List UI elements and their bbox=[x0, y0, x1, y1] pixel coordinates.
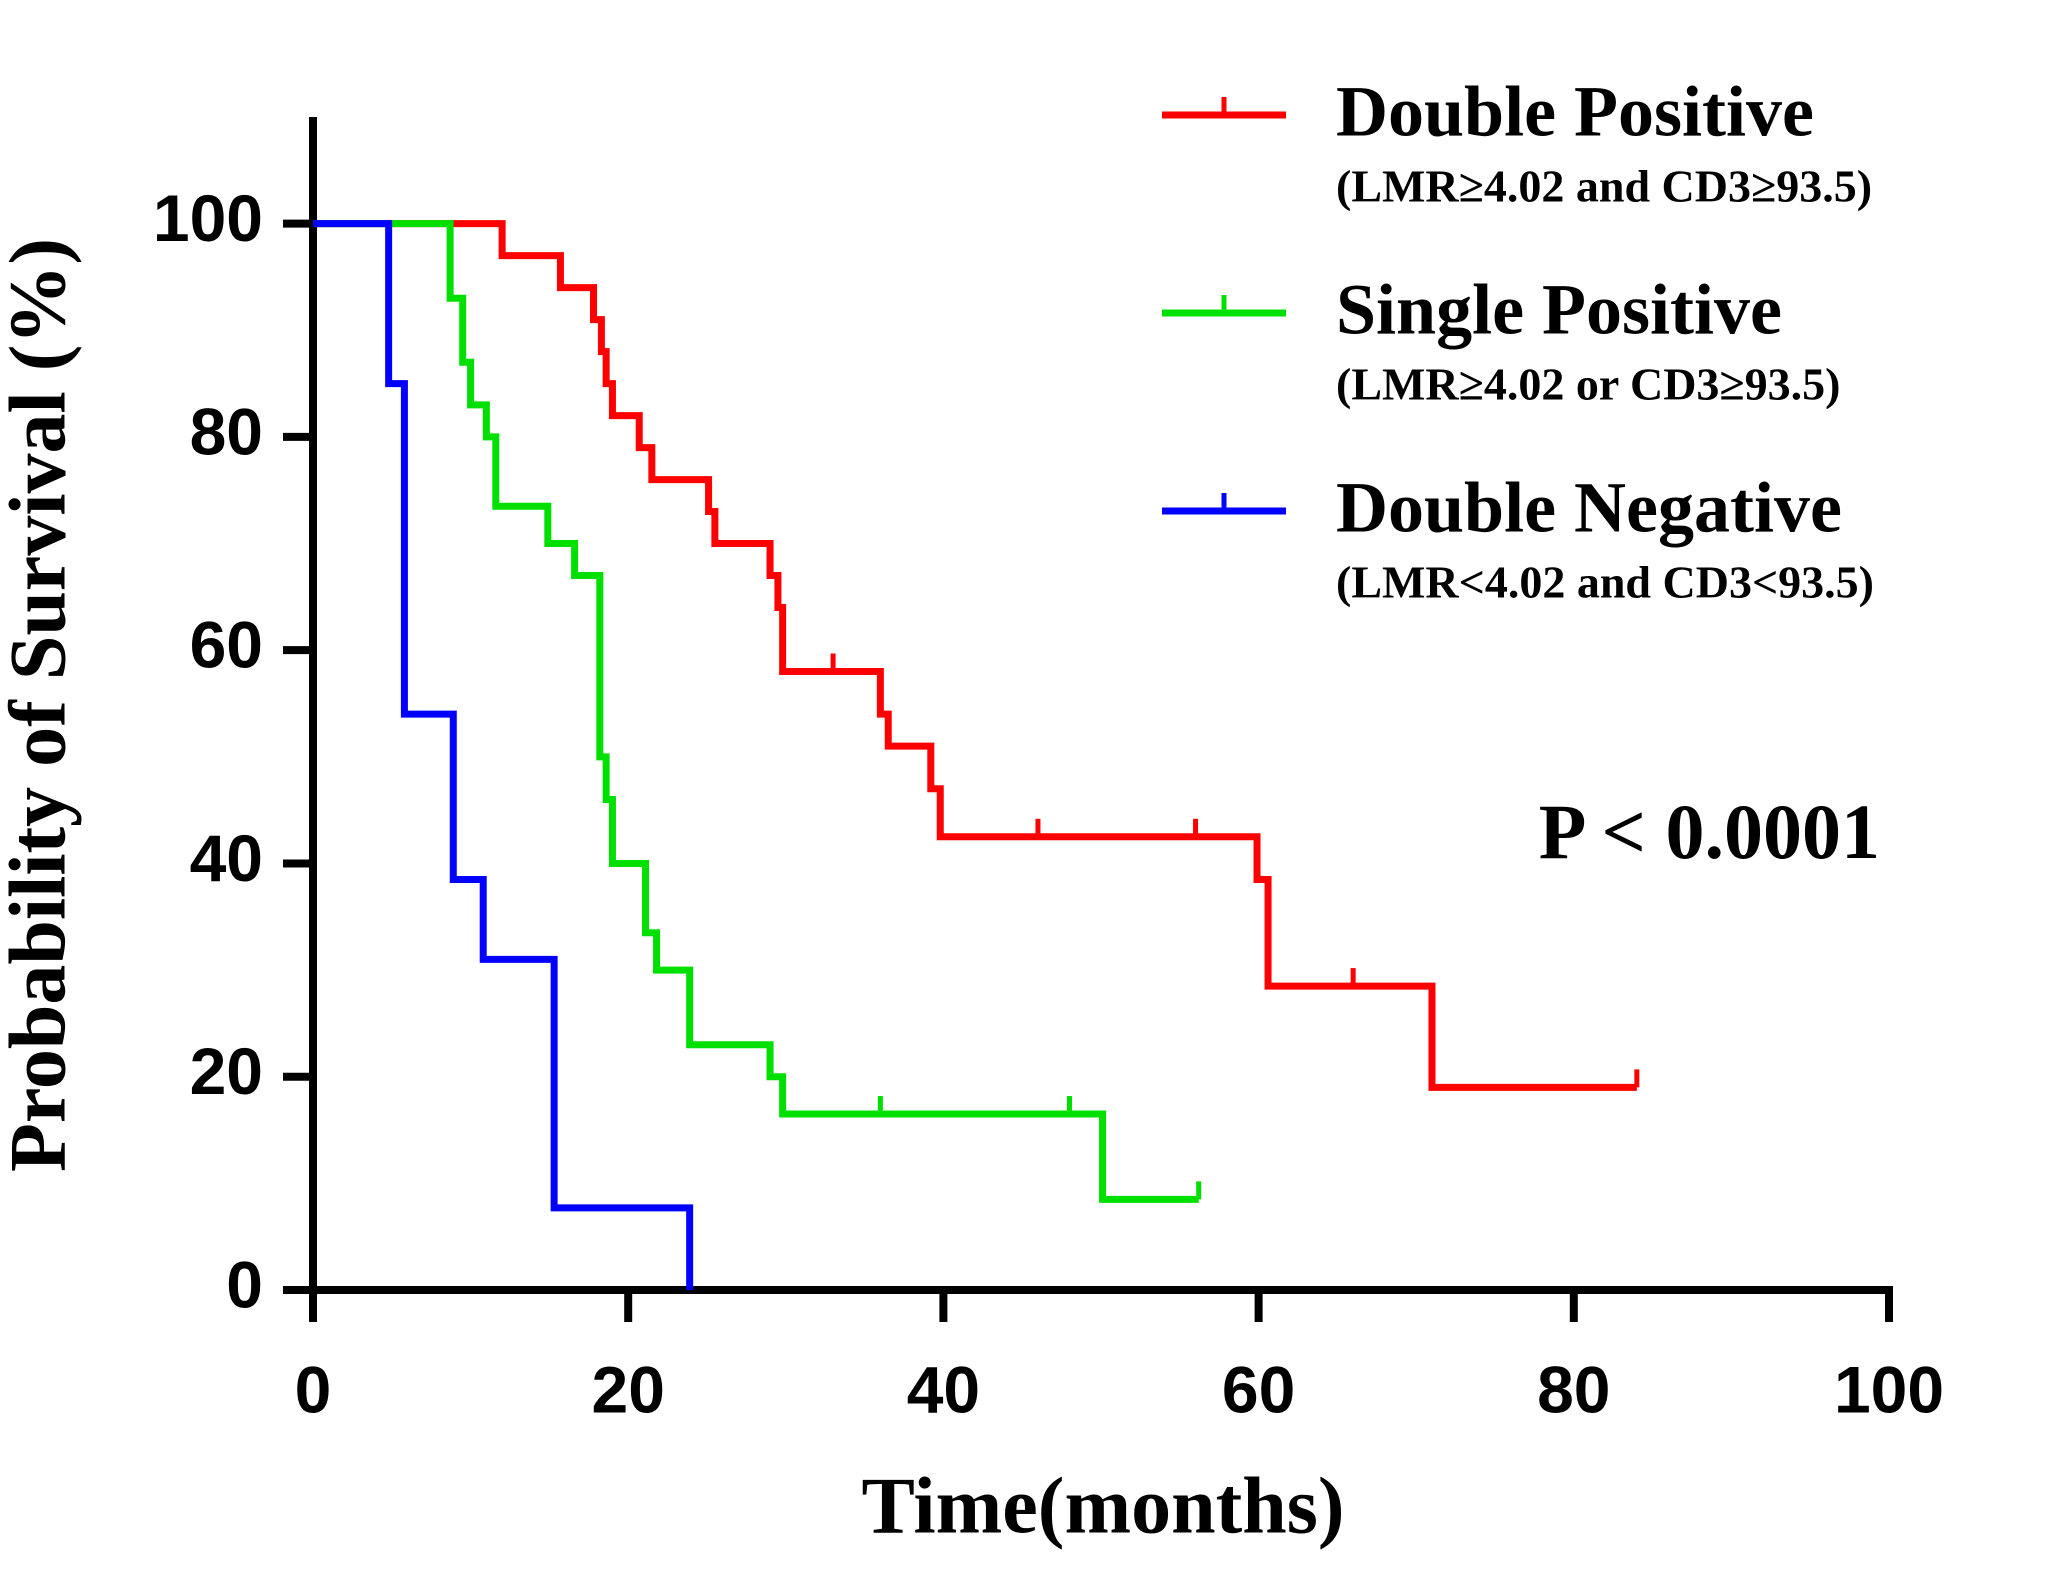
legend-label: Single Positive bbox=[1336, 270, 1782, 350]
y-tick-label: 20 bbox=[190, 1034, 263, 1108]
x-tick-label: 80 bbox=[1537, 1352, 1610, 1426]
survival-curve bbox=[313, 220, 1199, 1203]
survival-curve bbox=[313, 220, 694, 1290]
x-tick-label: 0 bbox=[295, 1352, 332, 1426]
survival-curve bbox=[313, 220, 1637, 1091]
x-tick-label: 20 bbox=[591, 1352, 664, 1426]
y-tick-label: 0 bbox=[226, 1247, 263, 1321]
legend-description: (LMR<4.02 and CD3<93.5) bbox=[1336, 557, 1874, 608]
legend-description: (LMR≥4.02 and CD3≥93.5) bbox=[1336, 161, 1872, 212]
y-axis-title: Probability of Survival (%) bbox=[0, 238, 82, 1172]
x-tick-label: 100 bbox=[1834, 1352, 1944, 1426]
legend-label: Double Negative bbox=[1336, 468, 1842, 548]
y-tick-label: 80 bbox=[190, 394, 263, 468]
x-tick-label: 40 bbox=[907, 1352, 980, 1426]
x-tick-label: 60 bbox=[1222, 1352, 1295, 1426]
legend-description: (LMR≥4.02 or CD3≥93.5) bbox=[1336, 359, 1840, 410]
x-axis-title: Time(months) bbox=[862, 1462, 1345, 1550]
y-tick-label: 40 bbox=[190, 821, 263, 895]
p-value: P < 0.0001 bbox=[1539, 788, 1880, 875]
y-tick-label: 100 bbox=[153, 181, 263, 255]
y-tick-label: 60 bbox=[190, 608, 263, 682]
legend-label: Double Positive bbox=[1336, 72, 1814, 152]
